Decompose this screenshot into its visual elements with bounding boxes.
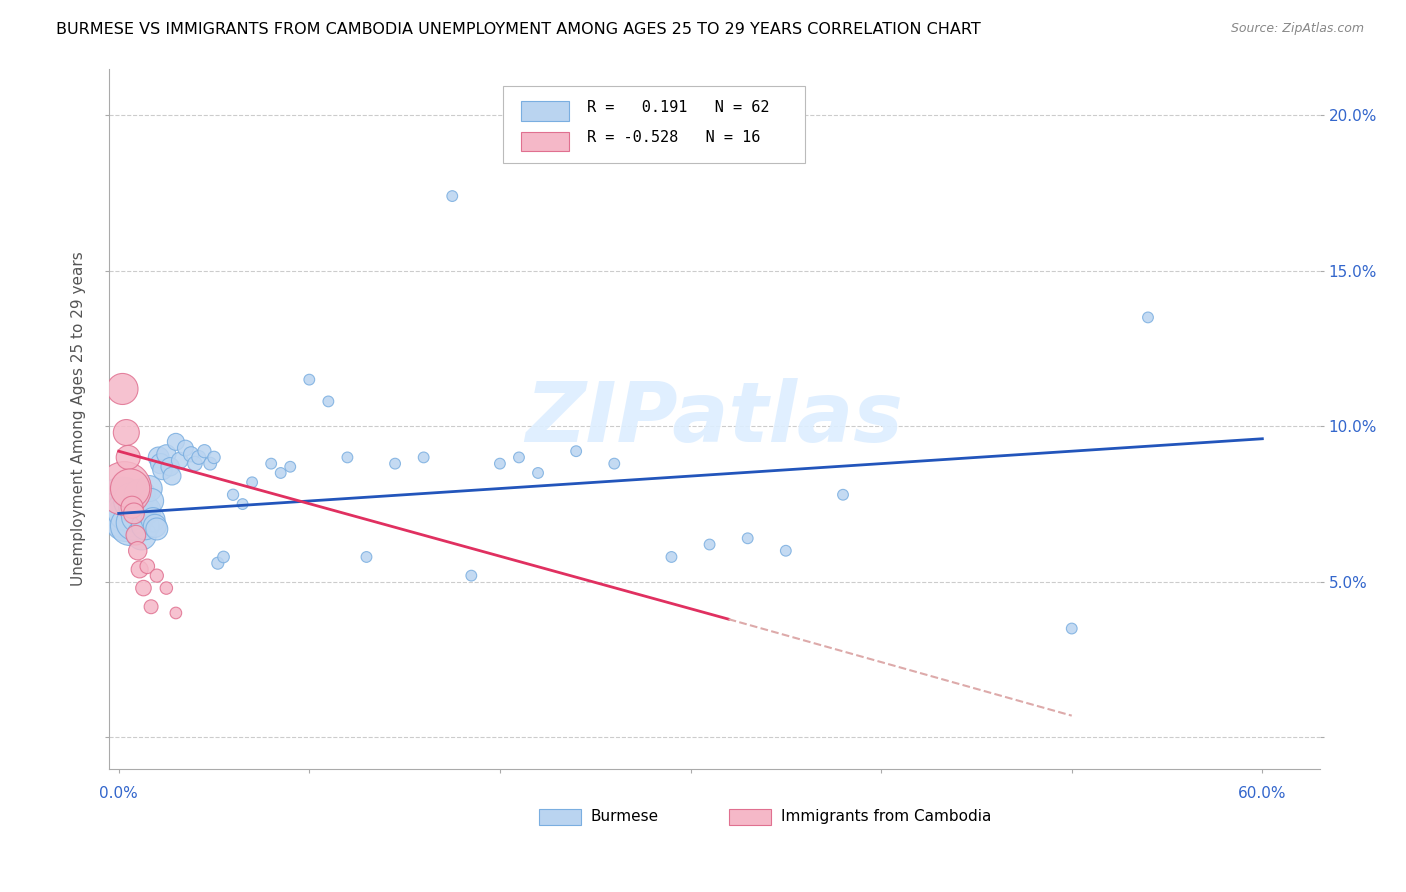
Point [174, 441, 197, 455]
Point [165, 434, 187, 449]
Point [142, 513, 165, 527]
Point [508, 450, 530, 465]
Point [336, 450, 359, 465]
Point [202, 450, 225, 465]
Point [132, 581, 155, 595]
Point [139, 599, 162, 614]
Text: ZIPatlas: ZIPatlas [526, 378, 903, 459]
Point [111, 382, 134, 396]
Point [193, 444, 215, 458]
Point [111, 497, 134, 511]
Point [489, 457, 512, 471]
Point [125, 528, 148, 542]
Point [278, 459, 301, 474]
Point [127, 509, 149, 524]
Point [127, 543, 149, 558]
Point [737, 531, 759, 545]
Point [155, 447, 177, 461]
Point [527, 466, 550, 480]
Point [240, 475, 263, 490]
Point [187, 450, 209, 465]
Point [149, 457, 172, 471]
Point [384, 457, 406, 471]
Point [180, 447, 202, 461]
Point [159, 459, 181, 474]
Point [146, 568, 169, 582]
Point [661, 549, 683, 564]
Text: Immigrants from Cambodia: Immigrants from Cambodia [780, 809, 991, 824]
Point [1060, 622, 1083, 636]
Point [298, 373, 321, 387]
Text: Burmese: Burmese [591, 809, 659, 824]
Point [1136, 310, 1159, 325]
Point [132, 500, 155, 515]
Point [148, 450, 170, 465]
FancyBboxPatch shape [502, 86, 806, 163]
Text: R = -0.528   N = 16: R = -0.528 N = 16 [588, 130, 761, 145]
Point [222, 488, 245, 502]
Point [112, 482, 135, 496]
Point [117, 450, 139, 465]
Point [212, 549, 235, 564]
Point [152, 463, 174, 477]
Point [115, 513, 138, 527]
Point [131, 528, 153, 542]
Text: 0.0%: 0.0% [100, 786, 138, 801]
Point [128, 488, 150, 502]
Point [120, 519, 142, 533]
Point [775, 543, 797, 558]
Point [232, 497, 254, 511]
Point [198, 457, 221, 471]
Point [260, 457, 283, 471]
Point [412, 450, 434, 465]
Bar [538, 809, 581, 824]
Point [318, 394, 340, 409]
Point [160, 469, 183, 483]
Point [169, 453, 191, 467]
Point [441, 189, 464, 203]
Point [207, 556, 229, 570]
Point [143, 519, 166, 533]
Point [121, 494, 143, 508]
Text: R =   0.191   N = 62: R = 0.191 N = 62 [588, 100, 769, 115]
Bar [520, 131, 569, 151]
Point [270, 466, 292, 480]
Point [155, 581, 177, 595]
Point [138, 482, 160, 496]
Text: 60.0%: 60.0% [1239, 786, 1286, 801]
Point [115, 425, 138, 440]
Point [134, 519, 156, 533]
Point [603, 457, 626, 471]
Bar [728, 809, 772, 824]
Point [165, 606, 187, 620]
Point [120, 482, 142, 496]
Point [117, 503, 139, 517]
Point [121, 500, 143, 515]
Point [112, 507, 135, 521]
Point [832, 488, 855, 502]
Point [699, 537, 721, 551]
Y-axis label: Unemployment Among Ages 25 to 29 years: Unemployment Among Ages 25 to 29 years [72, 252, 86, 586]
Point [146, 522, 169, 536]
Point [128, 562, 150, 576]
Bar [520, 102, 569, 121]
Point [565, 444, 588, 458]
Point [184, 457, 207, 471]
Point [460, 568, 482, 582]
Point [356, 549, 378, 564]
Text: BURMESE VS IMMIGRANTS FROM CAMBODIA UNEMPLOYMENT AMONG AGES 25 TO 29 YEARS CORRE: BURMESE VS IMMIGRANTS FROM CAMBODIA UNEM… [56, 22, 981, 37]
Point [139, 494, 162, 508]
Point [125, 500, 148, 515]
Point [122, 516, 145, 530]
Text: Source: ZipAtlas.com: Source: ZipAtlas.com [1230, 22, 1364, 36]
Point [122, 507, 145, 521]
Point [136, 559, 159, 574]
Point [136, 503, 159, 517]
